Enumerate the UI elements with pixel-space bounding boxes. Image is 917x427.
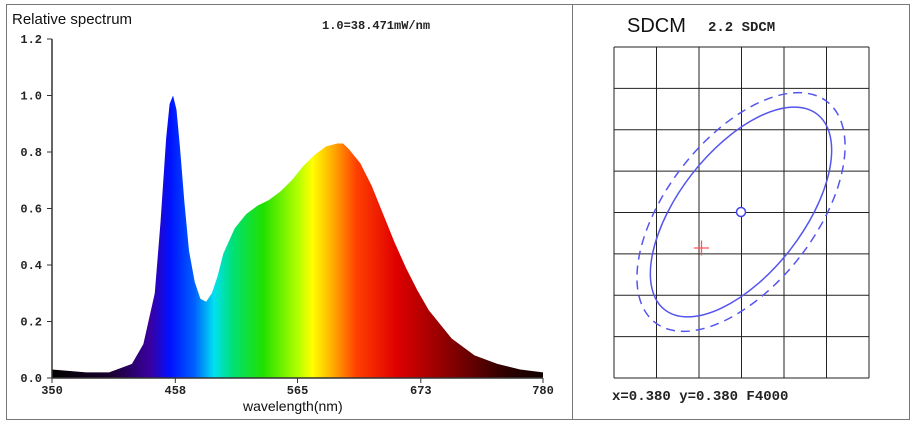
x-tick-label: 350: [41, 384, 63, 398]
y-tick-label: 0.2: [20, 316, 42, 330]
y-tick-label: 1.2: [20, 33, 42, 47]
y-tick-label: 1.0: [20, 90, 42, 104]
x-tick-label: 565: [287, 384, 309, 398]
y-tick-label: 0.0: [20, 372, 42, 386]
spectrum-area: [52, 95, 543, 378]
spectrum-title: Relative spectrum: [12, 11, 133, 28]
x-axis-label: wavelength(nm): [243, 398, 343, 414]
y-tick-label: 0.6: [20, 203, 42, 217]
spectrum-scale-annotation: 1.0=38.471mW/nm: [322, 19, 431, 33]
x-tick-label: 673: [410, 384, 432, 398]
x-tick-label: 458: [165, 384, 187, 398]
x-tick-label: 780: [532, 384, 554, 398]
sdcm-panel: [572, 4, 910, 420]
sdcm-title: SDCM: [627, 15, 686, 37]
y-tick-label: 0.4: [20, 259, 42, 273]
chromaticity-readout: x=0.380 y=0.380 F4000: [612, 389, 789, 405]
sdcm-ellipse-solid: [649, 106, 833, 318]
sdcm-ellipse-dashed: [636, 91, 846, 333]
y-tick-label: 0.8: [20, 146, 42, 160]
measured-point-cross-icon: [694, 240, 709, 256]
sdcm-value: 2.2 SDCM: [708, 20, 776, 36]
target-point-marker: [735, 206, 747, 218]
